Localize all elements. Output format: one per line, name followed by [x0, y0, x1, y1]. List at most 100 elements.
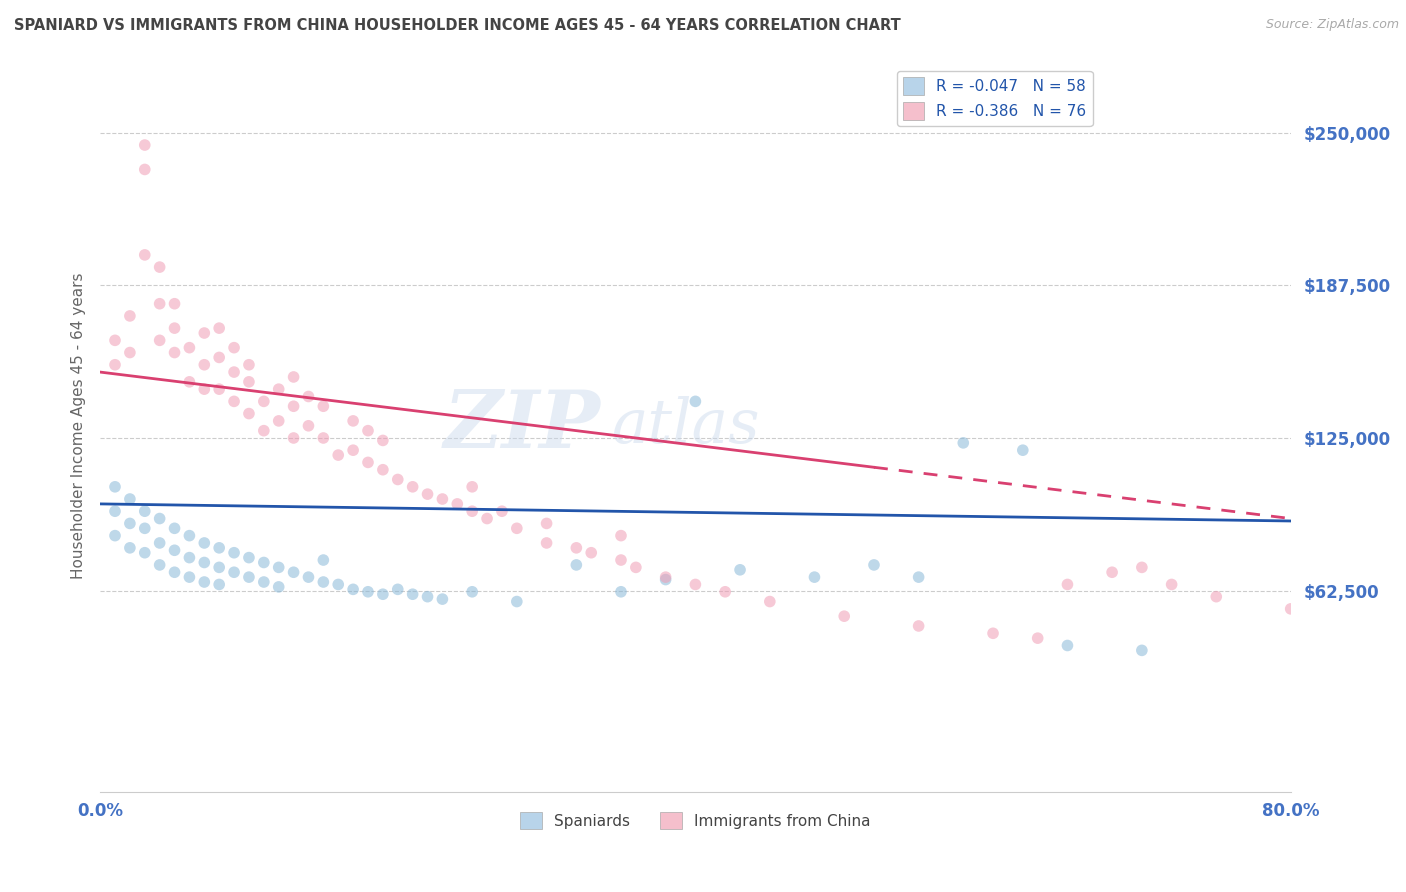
Point	[714, 584, 737, 599]
Point	[222, 566, 245, 580]
Point	[193, 382, 215, 396]
Point	[253, 556, 276, 570]
Point	[283, 566, 305, 580]
Text: ZIP: ZIP	[443, 387, 600, 465]
Point	[371, 434, 394, 448]
Point	[134, 521, 156, 535]
Point	[238, 550, 260, 565]
Point	[118, 491, 141, 506]
Point	[387, 582, 409, 597]
Point	[253, 574, 276, 589]
Y-axis label: Householder Income Ages 45 - 64 years: Householder Income Ages 45 - 64 years	[72, 273, 86, 579]
Point	[357, 584, 380, 599]
Legend: Spaniards, Immigrants from China: Spaniards, Immigrants from China	[515, 805, 877, 836]
Point	[401, 480, 423, 494]
Point	[907, 570, 929, 584]
Point	[104, 358, 127, 372]
Point	[179, 341, 201, 355]
Point	[104, 528, 127, 542]
Point	[118, 309, 141, 323]
Point	[536, 536, 558, 550]
Point	[134, 138, 156, 153]
Point	[208, 321, 231, 335]
Point	[163, 566, 186, 580]
Point	[759, 594, 782, 608]
Point	[222, 341, 245, 355]
Point	[1011, 443, 1033, 458]
Point	[610, 584, 633, 599]
Point	[238, 407, 260, 421]
Point	[461, 480, 484, 494]
Point	[193, 326, 215, 340]
Point	[432, 592, 454, 607]
Point	[193, 536, 215, 550]
Point	[1056, 577, 1078, 591]
Point	[328, 577, 350, 591]
Point	[981, 626, 1004, 640]
Point	[283, 370, 305, 384]
Point	[461, 584, 484, 599]
Point	[565, 541, 588, 555]
Point	[1160, 577, 1182, 591]
Point	[222, 546, 245, 560]
Point	[565, 558, 588, 572]
Point	[283, 399, 305, 413]
Point	[149, 296, 172, 310]
Point	[163, 345, 186, 359]
Point	[297, 570, 319, 584]
Point	[134, 546, 156, 560]
Point	[416, 487, 439, 501]
Point	[371, 587, 394, 601]
Point	[475, 511, 498, 525]
Point	[208, 577, 231, 591]
Point	[149, 334, 172, 348]
Point	[283, 431, 305, 445]
Point	[1130, 560, 1153, 574]
Point	[371, 463, 394, 477]
Point	[179, 375, 201, 389]
Point	[357, 455, 380, 469]
Point	[149, 536, 172, 550]
Point	[104, 334, 127, 348]
Point	[222, 394, 245, 409]
Point	[118, 516, 141, 531]
Point	[952, 435, 974, 450]
Point	[728, 563, 751, 577]
Point	[357, 424, 380, 438]
Point	[1130, 643, 1153, 657]
Point	[163, 521, 186, 535]
Point	[654, 570, 676, 584]
Point	[208, 560, 231, 574]
Point	[118, 345, 141, 359]
Point	[685, 577, 707, 591]
Point	[312, 574, 335, 589]
Point	[832, 609, 855, 624]
Point	[1279, 602, 1302, 616]
Point	[328, 448, 350, 462]
Point	[506, 521, 529, 535]
Point	[193, 574, 215, 589]
Point	[238, 375, 260, 389]
Point	[610, 528, 633, 542]
Point	[342, 582, 364, 597]
Point	[149, 511, 172, 525]
Point	[179, 528, 201, 542]
Point	[342, 414, 364, 428]
Point	[863, 558, 886, 572]
Point	[1101, 566, 1123, 580]
Point	[163, 296, 186, 310]
Point	[907, 619, 929, 633]
Point	[297, 389, 319, 403]
Point	[134, 162, 156, 177]
Point	[461, 504, 484, 518]
Point	[803, 570, 825, 584]
Point	[536, 516, 558, 531]
Point	[253, 424, 276, 438]
Point	[312, 431, 335, 445]
Point	[267, 382, 290, 396]
Point	[267, 414, 290, 428]
Point	[267, 560, 290, 574]
Point	[401, 587, 423, 601]
Point	[312, 553, 335, 567]
Point	[238, 570, 260, 584]
